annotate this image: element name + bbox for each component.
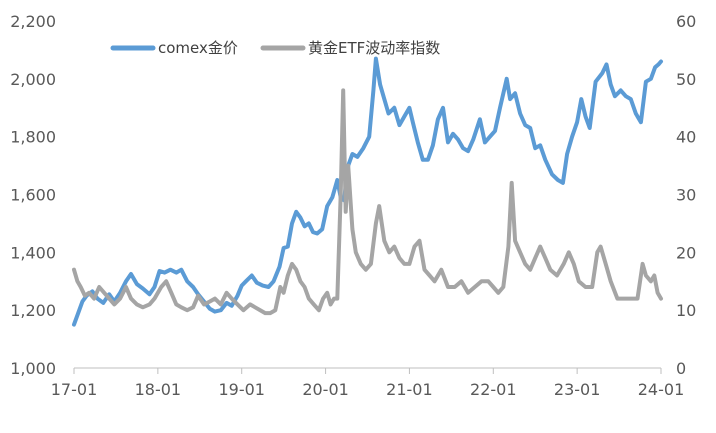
y-left-tick-label: 2,200 <box>10 12 56 31</box>
x-tick-label: 18-01 <box>135 380 182 399</box>
legend-label-gold-price: comex金价 <box>158 39 238 57</box>
y-left-tick-label: 1,200 <box>10 301 56 320</box>
legend: comex金价 黄金ETF波动率指数 <box>110 39 440 57</box>
x-tick-label: 23-01 <box>554 380 601 399</box>
y-left-tick-label: 1,600 <box>10 186 56 205</box>
y-left-tick-label: 1,400 <box>10 243 56 262</box>
y-left-tick-label: 1,800 <box>10 128 56 147</box>
y-right-tick-label: 20 <box>676 243 696 262</box>
y-right-tick-label: 40 <box>676 128 696 147</box>
y-right-tick-label: 30 <box>676 186 696 205</box>
legend-item-gold-price: comex金价 <box>110 39 238 57</box>
series-line-etf-volatility <box>72 88 663 316</box>
series <box>72 56 663 327</box>
x-tick-label: 24-01 <box>638 380 685 399</box>
x-tick-label: 21-01 <box>386 380 433 399</box>
y-right-tick-label: 0 <box>676 359 686 378</box>
y-right-tick-label: 10 <box>676 301 696 320</box>
x-axis-ticks: 17-01 18-01 19-01 20-01 21-01 22-01 23-01 24-01 <box>51 368 685 399</box>
y-left-tick-label: 2,000 <box>10 70 56 89</box>
legend-label-etf-volatility: 黄金ETF波动率指数 <box>308 39 440 57</box>
y-axis-left-ticks: 1,000 1,200 1,400 1,600 1,800 2,000 2,200 <box>10 12 56 378</box>
x-tick-label: 19-01 <box>218 380 265 399</box>
x-tick-label: 20-01 <box>302 380 349 399</box>
series-line-gold-price <box>72 56 663 327</box>
y-right-tick-label: 50 <box>676 70 696 89</box>
x-tick-label: 22-01 <box>470 380 517 399</box>
y-axis-right-ticks: 0 10 20 30 40 50 60 <box>676 12 696 378</box>
y-left-tick-label: 1,000 <box>10 359 56 378</box>
y-right-tick-label: 60 <box>676 12 696 31</box>
x-tick-label: 17-01 <box>51 380 98 399</box>
legend-item-etf-volatility: 黄金ETF波动率指数 <box>260 39 440 57</box>
